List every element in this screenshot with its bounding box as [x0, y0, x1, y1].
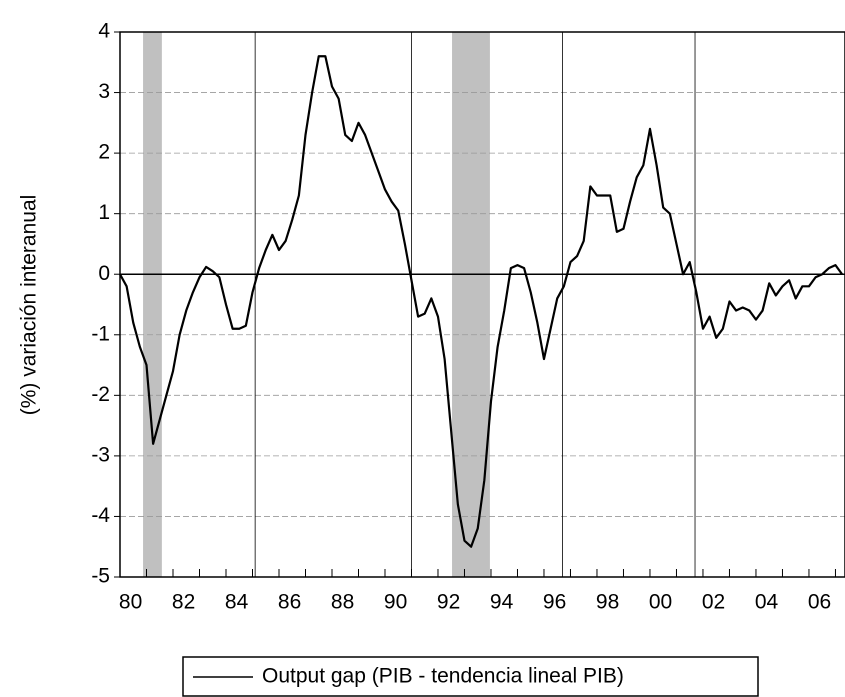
recession-shade [143, 32, 162, 577]
x-tick-label: 96 [543, 591, 566, 614]
y-tick-label: -1 [91, 322, 110, 345]
y-tick-label: -2 [91, 383, 110, 406]
series-line [119, 55, 843, 548]
y-tick-label: 1 [98, 201, 110, 224]
x-tick-label: 90 [384, 591, 407, 614]
y-tick-label: 3 [98, 80, 110, 103]
x-tick-label: 02 [702, 591, 725, 614]
x-tick-label: 86 [278, 591, 301, 614]
x-tick-label: 04 [755, 591, 779, 614]
x-tick-label: 06 [808, 591, 831, 614]
x-tick-label: 80 [119, 591, 142, 614]
y-tick-label: 4 [98, 20, 110, 43]
y-axis-label: (%) variación interanual [18, 195, 41, 416]
legend-box [182, 656, 759, 697]
y-tick-label: -4 [91, 504, 110, 527]
x-tick-label: 98 [596, 591, 619, 614]
y-tick-label: 2 [98, 141, 110, 164]
x-tick-label: 00 [649, 591, 672, 614]
x-tick-label: 82 [172, 591, 195, 614]
x-tick-label: 88 [331, 591, 354, 614]
y-tick-label: -5 [91, 565, 110, 588]
plot-frame [119, 31, 845, 578]
y-tick-label: 0 [98, 262, 110, 285]
legend-label: Output gap (PIB - tendencia lineal PIB) [262, 665, 624, 688]
x-tick-label: 84 [225, 591, 249, 614]
x-tick-label: 92 [437, 591, 460, 614]
x-tick-label: 94 [490, 591, 514, 614]
y-tick-label: -3 [91, 443, 110, 466]
